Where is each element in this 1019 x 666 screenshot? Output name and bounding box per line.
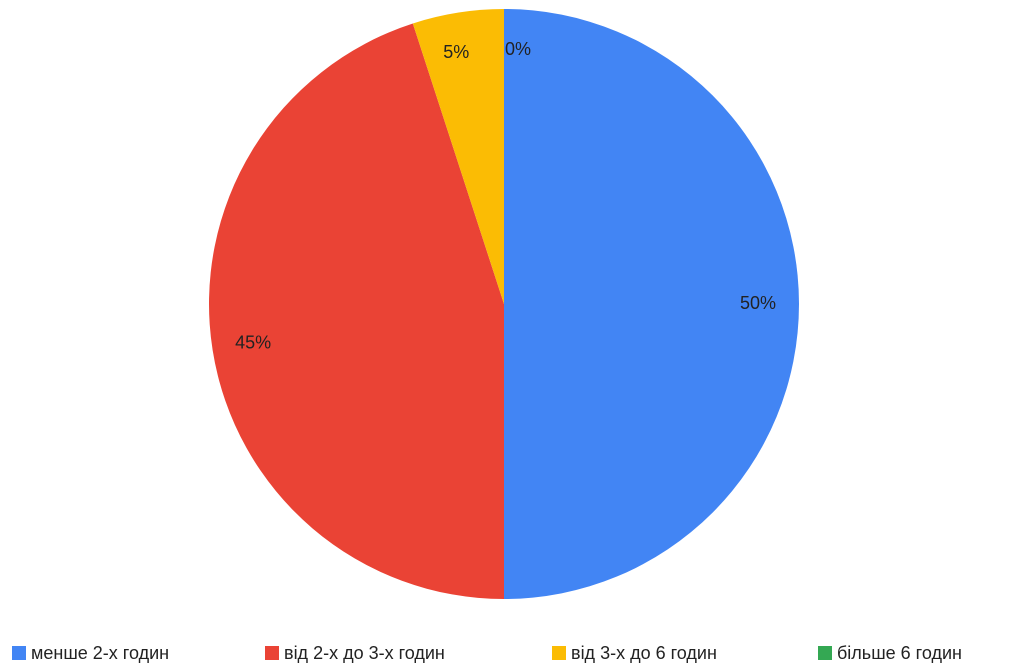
legend-label: від 3-х до 6 годин [571, 643, 717, 663]
legend-label: менше 2-х годин [31, 643, 169, 663]
pie-slice [208, 23, 505, 599]
slice-label: 5% [443, 42, 469, 62]
legend-swatch [265, 646, 279, 660]
legend-swatch [818, 646, 832, 660]
legend-swatch [12, 646, 26, 660]
pie-slice [504, 9, 799, 599]
pie-slice [412, 9, 504, 304]
legend-label: більше 6 годин [837, 643, 962, 663]
legend-swatch [552, 646, 566, 660]
slice-label: 50% [740, 293, 776, 313]
slice-label: 45% [235, 332, 271, 352]
legend-label: від 2-х до 3-х годин [284, 643, 445, 663]
slice-label: 0% [505, 39, 531, 59]
